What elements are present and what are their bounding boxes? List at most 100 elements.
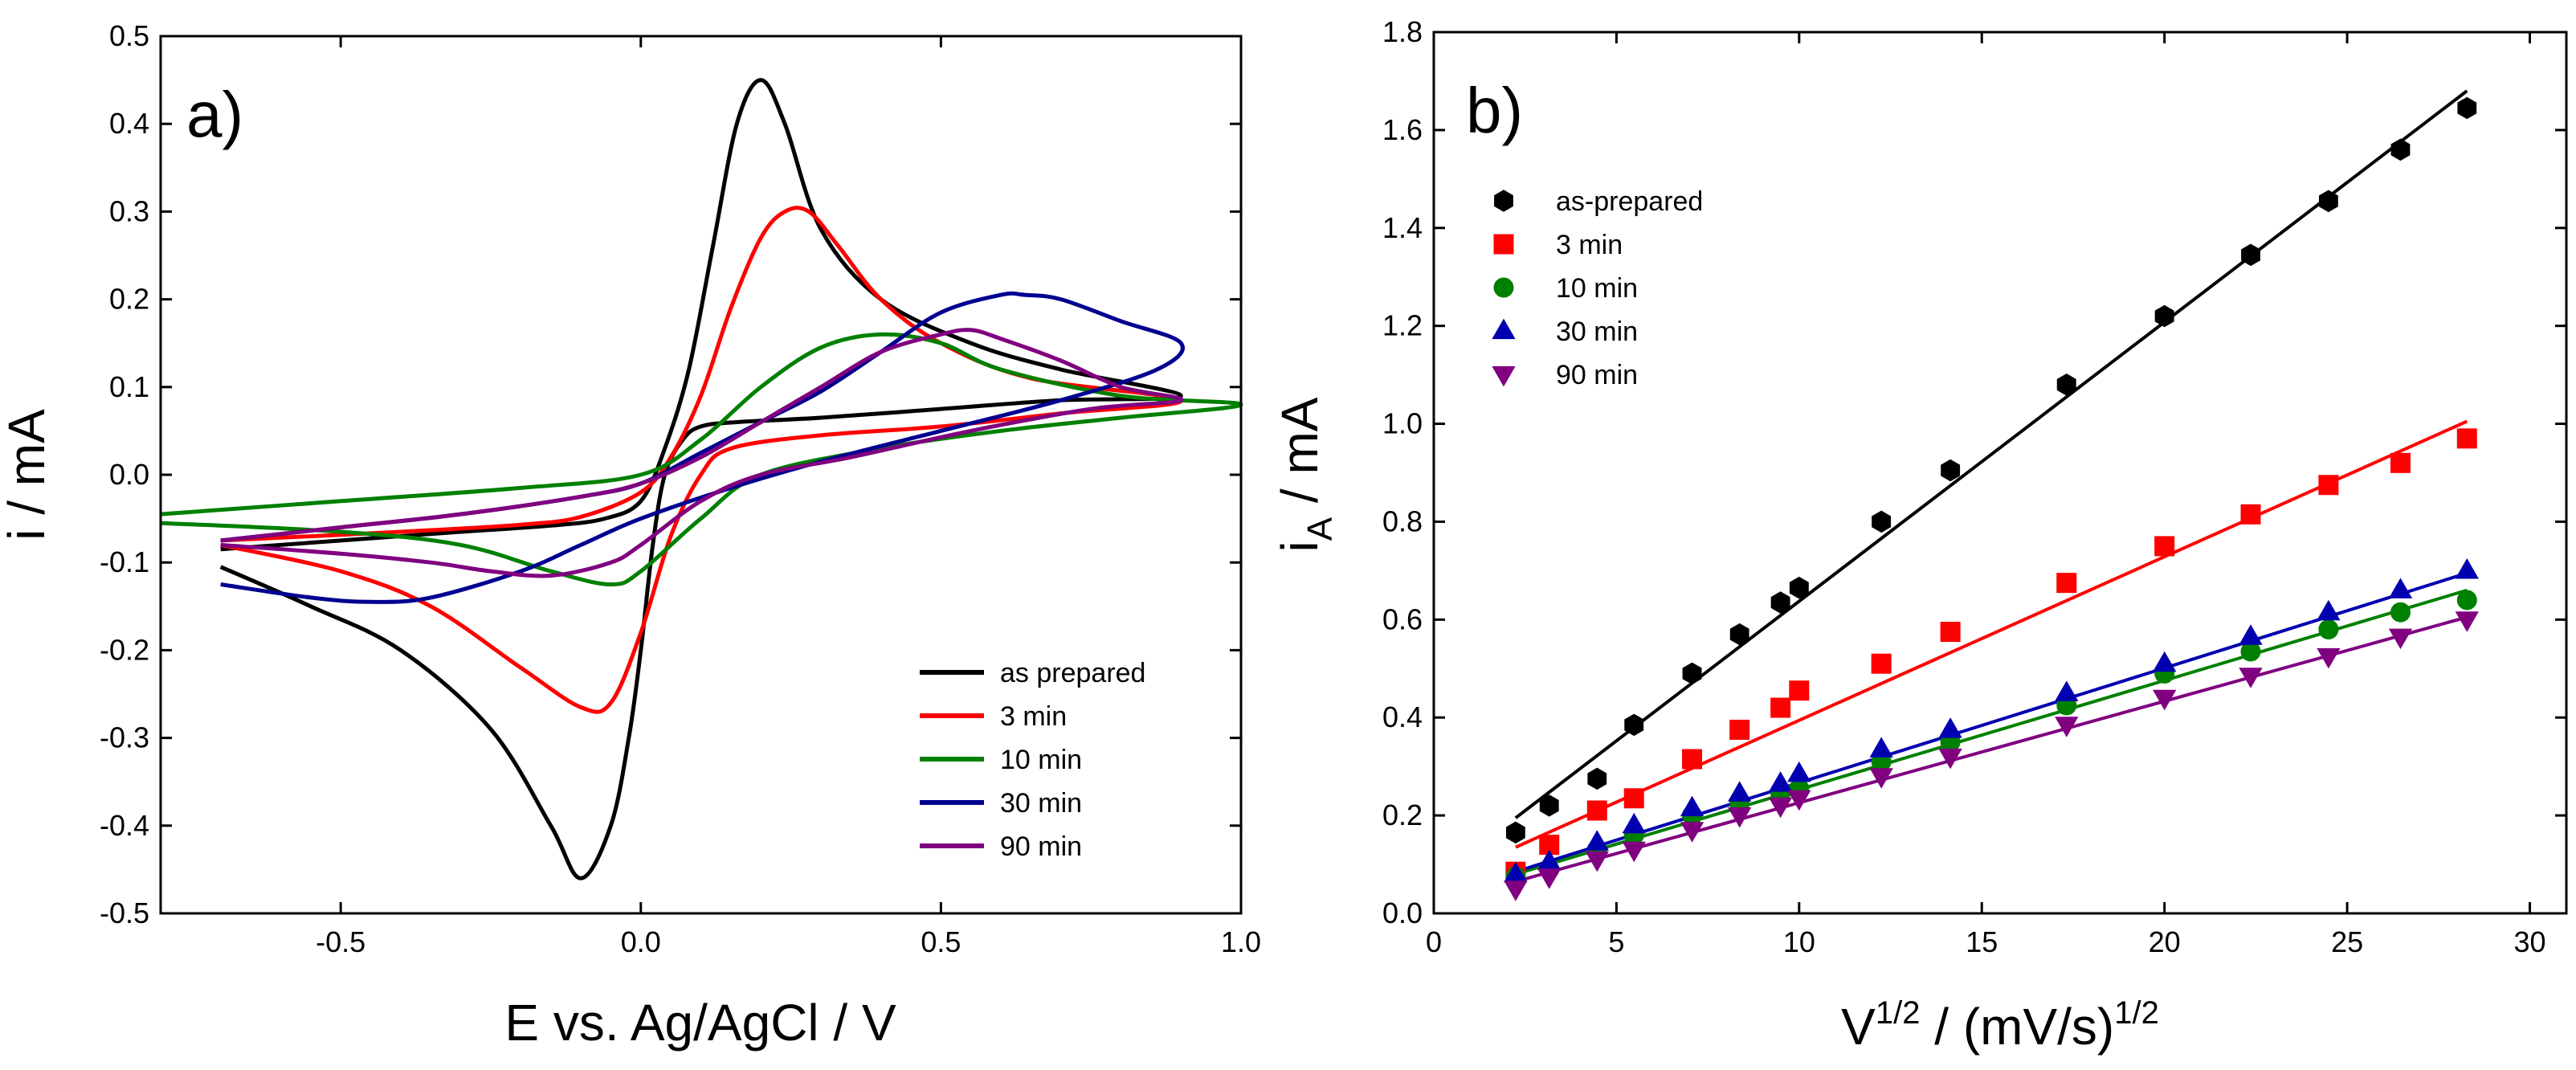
data-point-30-min (1585, 830, 1609, 851)
panel-b-y-tick-label: 1.4 (1382, 211, 1423, 244)
panel-b-x-tick-label: 10 (1783, 925, 1815, 958)
panel-a-y-tick-label: 0.1 (109, 370, 149, 403)
data-point-3-min (2154, 536, 2175, 557)
fit-line-as-prepared (1514, 89, 2468, 819)
data-point-as-prepared (1682, 662, 1702, 685)
data-point-as-prepared (1872, 510, 1892, 533)
panel-a-y-tick-label: 0.4 (109, 107, 149, 140)
data-point-90-min (1938, 748, 1962, 770)
data-point-3-min (1682, 749, 1703, 770)
data-point-3-min (1729, 719, 1750, 740)
data-point-as-prepared (2319, 190, 2338, 213)
data-point-as-prepared (1789, 576, 1809, 599)
data-point-30-min (2455, 557, 2479, 579)
data-point-30-min (2317, 599, 2341, 621)
data-point-3-min (1940, 622, 1961, 643)
panel-b-fit-lines (1514, 89, 2468, 884)
data-point-90-min (2455, 611, 2479, 632)
panel-a-y-tick-label: 0.3 (109, 194, 149, 227)
data-point-30-min (1787, 761, 1811, 782)
data-point-3-min (2240, 504, 2261, 525)
panel-b-y-axis-symbol: i (1271, 541, 1329, 552)
panel-b-x-axis-symbol: V (1841, 998, 1876, 1056)
data-point-as-prepared (1770, 591, 1790, 614)
data-point-90-min (1622, 841, 1646, 863)
data-point-90-min (1869, 768, 1893, 789)
panel-b-y-tick-label: 1.0 (1382, 407, 1423, 440)
panel-a-x-tick-label: 0.5 (921, 925, 961, 958)
data-point-90-min (1537, 868, 1562, 889)
data-point-30-min (2153, 651, 2177, 672)
panel-b-y-tick-label: 1.2 (1382, 309, 1423, 342)
data-point-30-min (2055, 680, 2079, 701)
panel-a-y-tick-label: 0.2 (109, 283, 149, 316)
panel-a-cyclic-voltammetry: -0.5 0.0 0.5 1.0 -0.5 -0.4 -0.3 -0.2 -0.1 0.0 0.1 0… (0, 19, 1261, 1052)
data-point-as-prepared (2457, 96, 2477, 120)
panel-a-y-tick-label: -0.3 (100, 721, 149, 754)
data-point-90-min (1728, 807, 1752, 828)
panel-b-y-tick-label: 0.0 (1382, 896, 1423, 929)
panel-b-x-axis-exponent-2: 1/2 (2114, 995, 2159, 1031)
legend-label-as-prepared: as prepared (1000, 658, 1145, 688)
panel-b-y-tick-label: 0.2 (1382, 798, 1423, 831)
data-point-as-prepared (1587, 767, 1607, 790)
data-point-30-min (1938, 717, 1962, 738)
data-point-30-min (1728, 781, 1752, 802)
panel-b-y-axis-title: iA / mA (1271, 397, 1340, 552)
fit-line-90-min (1515, 615, 2468, 884)
data-point-as-prepared (2390, 138, 2411, 161)
panel-b-label: b) (1466, 75, 1523, 146)
data-point-90-min (2317, 647, 2341, 669)
panel-b-x-tick-label: 30 (2513, 925, 2545, 958)
fit-line-30-min (1515, 571, 2468, 874)
panel-b-y-axis-unit: / mA (1271, 397, 1329, 517)
data-point-as-prepared (1539, 794, 1559, 817)
data-point-3-min (1789, 680, 1810, 701)
panel-b-x-tick-label: 0 (1426, 925, 1442, 958)
data-point-30-min (2239, 624, 2263, 645)
data-point-3-min (2056, 573, 2077, 594)
panel-a-y-tick-label: -0.5 (100, 896, 149, 929)
panel-a-y-tick-label: 0.5 (109, 19, 149, 52)
panel-b-y-tick-label: 1.8 (1382, 15, 1423, 48)
panel-b-y-axis-subscript: A (1300, 517, 1340, 541)
cv-curve-3-min (220, 206, 1183, 714)
data-point-as-prepared (2154, 304, 2174, 328)
legend-label-3-min: 3 min (1000, 701, 1067, 732)
panel-b-data-points (1504, 96, 2479, 901)
legend-label-10-min: 10 min (1556, 273, 1638, 304)
panel-b-y-tick-label: 0.8 (1382, 504, 1423, 537)
data-point-3-min (2390, 452, 2411, 473)
data-point-90-min (2239, 668, 2263, 688)
data-point-3-min (1623, 788, 1644, 809)
panel-b-peak-current-fit: 0 5 10 15 20 25 30 0.0 0.2 0.4 0.6 0.8 1.0 1.2 1.4 1.6 1… (1271, 15, 2568, 1056)
cv-curve-90-min (220, 328, 1183, 578)
legend-marker-90-min (1492, 366, 1516, 387)
data-point-10-min (2318, 619, 2339, 640)
data-point-30-min (1680, 795, 1704, 817)
panel-b-frame (1432, 31, 2568, 915)
panel-a-x-tick-label: 1.0 (1221, 925, 1261, 958)
panel-a-ticks: -0.5 0.0 0.5 1.0 -0.5 -0.4 -0.3 -0.2 -0.1 0.0 0.1 0… (100, 19, 1261, 958)
data-point-30-min (2388, 578, 2413, 598)
panel-b-x-axis-exponent-1: 1/2 (1876, 995, 1921, 1031)
data-point-90-min (1787, 790, 1811, 811)
data-point-as-prepared (1506, 821, 1525, 844)
panel-b-x-tick-label: 5 (1608, 925, 1624, 958)
legend-label-3-min: 3 min (1556, 230, 1623, 260)
data-point-90-min (1680, 822, 1704, 843)
panel-a-y-tick-label: -0.1 (100, 545, 149, 578)
legend-marker-as-prepared (1494, 190, 1513, 212)
panel-b-legend: as-prepared 3 min 10 min 30 min 90 min (1492, 186, 1703, 390)
panel-a-label: a) (186, 79, 243, 150)
data-point-90-min (2153, 689, 2177, 711)
legend-label-as-prepared: as-prepared (1556, 186, 1703, 217)
panel-b-y-tick-label: 0.4 (1382, 700, 1423, 733)
panel-a-legend: as prepared 3 min 10 min 30 min 90 min (920, 658, 1145, 862)
panel-b-y-tick-label: 1.6 (1382, 113, 1423, 146)
data-point-as-prepared (2056, 374, 2076, 396)
data-point-90-min (1768, 797, 1793, 819)
data-point-10-min (2390, 602, 2411, 623)
data-point-30-min (1622, 812, 1646, 834)
data-point-3-min (1871, 653, 1892, 674)
